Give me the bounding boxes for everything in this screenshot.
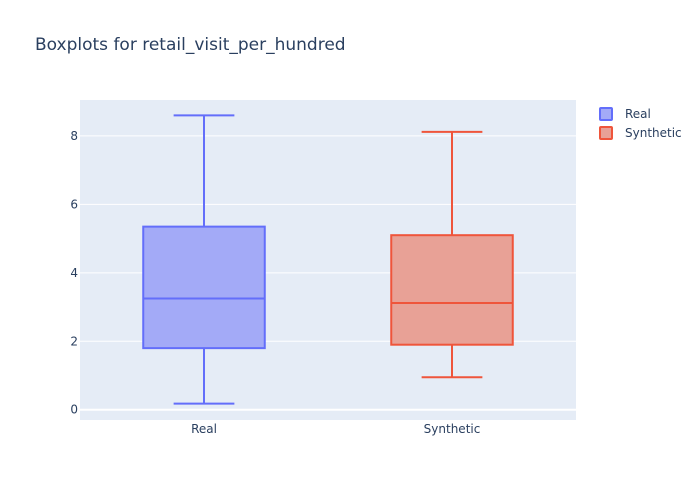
y-tick-label: 8 <box>70 129 78 143</box>
box-real[interactable] <box>142 114 266 405</box>
chart-title: Boxplots for retail_visit_per_hundred <box>35 35 346 55</box>
legend-label: Synthetic <box>625 126 682 140</box>
legend-swatch <box>599 126 613 140</box>
x-axis-ticks: Real Synthetic <box>191 422 480 436</box>
x-tick-label: Real <box>191 422 217 436</box>
y-axis-ticks: 0 2 4 6 8 <box>70 129 78 417</box>
box-iqr <box>142 225 266 350</box>
box-synthetic[interactable] <box>390 130 514 379</box>
legend-item-synthetic[interactable]: Synthetic <box>599 126 682 140</box>
y-tick-label: 2 <box>70 334 78 348</box>
y-tick-label: 0 <box>70 403 78 417</box>
y-tick-label: 6 <box>70 197 78 211</box>
legend-item-real[interactable]: Real <box>599 107 651 121</box>
box-iqr <box>390 234 514 346</box>
boxes <box>142 114 514 405</box>
x-tick-label: Synthetic <box>424 422 481 436</box>
legend[interactable]: Real Synthetic <box>599 107 682 140</box>
legend-swatch <box>599 107 613 121</box>
y-tick-label: 4 <box>70 266 78 280</box>
legend-label: Real <box>625 107 651 121</box>
